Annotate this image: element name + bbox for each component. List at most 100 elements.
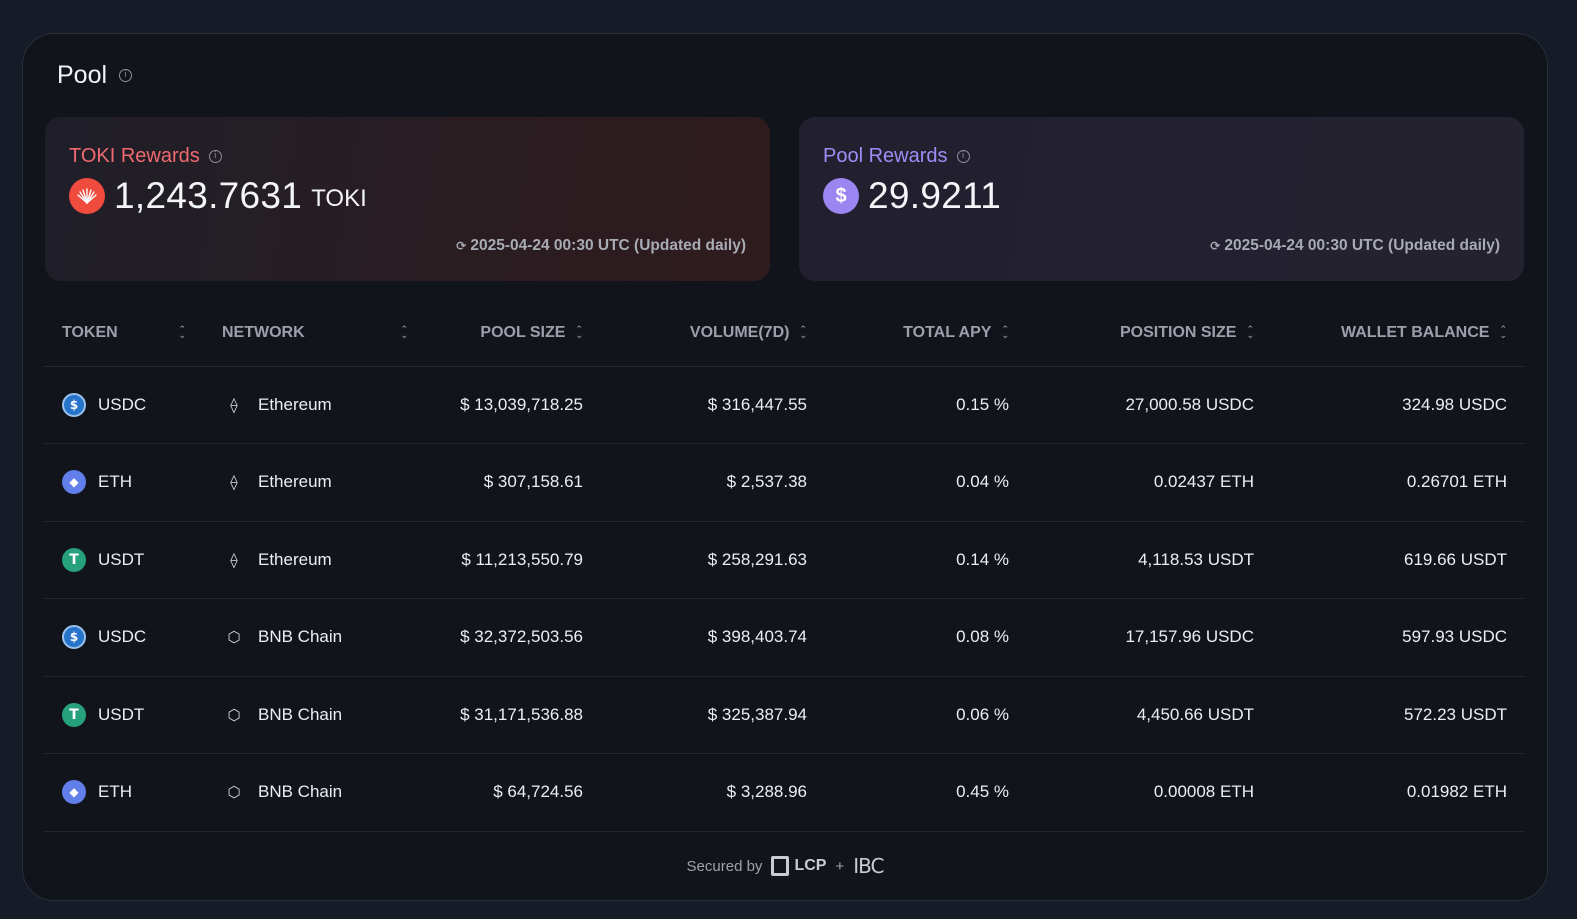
info-icon[interactable]: i [208, 150, 222, 163]
column-header-total-apy[interactable]: TOTAL APY ⌃ ⌄ [825, 300, 1027, 367]
position-size-cell: 27,000.58 USDC [1027, 366, 1272, 444]
network-name: BNB Chain [258, 782, 343, 802]
lcp-logo: LCP [771, 856, 826, 876]
token-cell: T USDT [44, 521, 204, 599]
position-size-cell: 0.00008 ETH [1027, 753, 1272, 832]
token-name: USDC [98, 627, 147, 647]
column-header-network[interactable]: NETWORK ⌃ ⌄ [204, 300, 426, 367]
pool-rewards-amount: 29.9211 [868, 175, 1002, 216]
usdc-icon: $ [62, 625, 86, 650]
volume-cell: $ 325,387.94 [601, 676, 825, 754]
token-name: USDT [98, 704, 145, 724]
ethereum-icon: ⟠ [230, 550, 238, 569]
toki-rewards-amount: 1,243.7631 [114, 175, 303, 216]
column-header-position-size[interactable]: POSITION SIZE ⌃ ⌄ [1027, 300, 1272, 367]
network-cell: ⟠ Ethereum [204, 366, 426, 444]
page-title: Pool [57, 61, 108, 89]
sort-icon: ⌃ ⌄ [1499, 324, 1507, 341]
total-apy-cell: 0.08 % [825, 598, 1027, 677]
bnb-chain-icon: ⬡ [227, 628, 241, 647]
table-row[interactable]: $ USDC ⟠ Ethereum $ 13,039,718.25 $ 316,… [44, 366, 1525, 444]
pool-rewards-card: Pool Rewards i $ 29.9211 ⟳ 2025-04-24 00… [799, 117, 1524, 281]
total-apy-cell: 0.15 % [825, 366, 1027, 444]
total-apy-cell: 0.06 % [825, 676, 1027, 754]
table-header-row: TOKEN ⌃ ⌄ NETWORK ⌃ ⌄ POOL SIZE ⌃ ⌄ VOLUME(7D)… [44, 300, 1525, 367]
pool-size-cell: $ 13,039,718.25 [426, 366, 601, 444]
network-cell: ⬡ BNB Chain [204, 676, 426, 754]
column-header-pool-size[interactable]: POOL SIZE ⌃ ⌄ [426, 300, 601, 367]
pool-table: TOKEN ⌃ ⌄ NETWORK ⌃ ⌄ POOL SIZE ⌃ ⌄ VOLUME(7D)… [44, 300, 1525, 832]
sort-icon: ⌃ ⌄ [575, 324, 583, 341]
toki-rewards-unit: TOKI [311, 185, 367, 212]
volume-cell: $ 316,447.55 [601, 366, 825, 444]
token-name: USDC [98, 394, 147, 414]
position-size-cell: 0.02437 ETH [1027, 443, 1272, 522]
token-cell: $ USDC [44, 366, 204, 444]
network-name: BNB Chain [258, 704, 343, 724]
plus-sign: + [835, 857, 845, 875]
volume-cell: $ 2,537.38 [601, 443, 825, 522]
column-header-wallet-balance[interactable]: WALLET BALANCE ⌃ ⌄ [1272, 300, 1525, 367]
toki-coin-icon [69, 178, 105, 214]
usdt-icon: T [62, 547, 86, 572]
secured-by-text: Secured by [686, 857, 763, 875]
network-name: Ethereum [258, 472, 332, 492]
column-header-token[interactable]: TOKEN ⌃ ⌄ [44, 300, 204, 367]
refresh-icon: ⟳ [456, 239, 467, 253]
sort-icon: ⌃ ⌄ [1246, 324, 1254, 341]
volume-cell: $ 398,403.74 [601, 598, 825, 677]
bnb-chain-icon: ⬡ [227, 705, 241, 724]
token-cell: $ USDC [44, 598, 204, 677]
sort-icon: ⌃ ⌄ [400, 324, 408, 341]
pool-size-cell: $ 307,158.61 [426, 443, 601, 522]
token-cell: ◆ ETH [44, 443, 204, 522]
network-cell: ⟠ Ethereum [204, 443, 426, 522]
table-row[interactable]: T USDT ⟠ Ethereum $ 11,213,550.79 $ 258,… [44, 521, 1525, 599]
wallet-balance-cell: 597.93 USDC [1272, 598, 1525, 677]
info-icon[interactable]: i [119, 69, 133, 82]
network-name: Ethereum [258, 549, 332, 569]
panel-header: Pool i [57, 61, 133, 90]
usdc-icon: $ [62, 392, 86, 417]
table-row[interactable]: ◆ ETH ⬡ BNB Chain $ 64,724.56 $ 3,288.96… [44, 753, 1525, 832]
column-header-volume[interactable]: VOLUME(7D) ⌃ ⌄ [601, 300, 825, 367]
position-size-cell: 17,157.96 USDC [1027, 598, 1272, 677]
lcp-icon [771, 856, 790, 876]
position-size-cell: 4,118.53 USDT [1027, 521, 1272, 599]
pool-size-cell: $ 11,213,550.79 [426, 521, 601, 599]
wallet-balance-cell: 572.23 USDT [1272, 676, 1525, 754]
table-row[interactable]: ◆ ETH ⟠ Ethereum $ 307,158.61 $ 2,537.38… [44, 443, 1525, 522]
info-icon[interactable]: i [956, 150, 970, 163]
token-cell: T USDT [44, 676, 204, 754]
refresh-icon: ⟳ [1210, 239, 1221, 253]
toki-rewards-label: TOKI Rewards i [69, 145, 222, 168]
token-name: ETH [98, 782, 132, 802]
ethereum-icon: ⟠ [230, 473, 238, 492]
total-apy-cell: 0.14 % [825, 521, 1027, 599]
table-row[interactable]: $ USDC ⬡ BNB Chain $ 32,372,503.56 $ 398… [44, 598, 1525, 677]
pool-size-cell: $ 64,724.56 [426, 753, 601, 832]
pool-rewards-label: Pool Rewards i [823, 145, 970, 168]
eth-icon: ◆ [62, 780, 86, 805]
pool-size-cell: $ 31,171,536.88 [426, 676, 601, 754]
total-apy-cell: 0.04 % [825, 443, 1027, 522]
wallet-balance-cell: 619.66 USDT [1272, 521, 1525, 599]
footer: Secured by LCP + IBC [23, 854, 1547, 878]
toki-updated-time: ⟳ 2025-04-24 00:30 UTC (Updated daily) [456, 237, 746, 254]
position-size-cell: 4,450.66 USDT [1027, 676, 1272, 754]
volume-cell: $ 3,288.96 [601, 753, 825, 832]
table-row[interactable]: T USDT ⬡ BNB Chain $ 31,171,536.88 $ 325… [44, 676, 1525, 754]
pool-size-cell: $ 32,372,503.56 [426, 598, 601, 677]
wallet-balance-cell: 324.98 USDC [1272, 366, 1525, 444]
network-cell: ⬡ BNB Chain [204, 598, 426, 677]
sort-icon: ⌃ ⌄ [178, 324, 186, 341]
network-name: Ethereum [258, 394, 332, 414]
token-name: ETH [98, 472, 132, 492]
pool-panel: Pool i TOKI Rewards i 1,243.7631 TOKI ⟳ … [22, 33, 1548, 901]
network-cell: ⟠ Ethereum [204, 521, 426, 599]
token-name: USDT [98, 549, 145, 569]
ethereum-icon: ⟠ [230, 395, 238, 414]
sort-icon: ⌃ ⌄ [799, 324, 807, 341]
bnb-chain-icon: ⬡ [227, 783, 241, 802]
toki-rewards-value: 1,243.7631 TOKI [69, 175, 367, 217]
